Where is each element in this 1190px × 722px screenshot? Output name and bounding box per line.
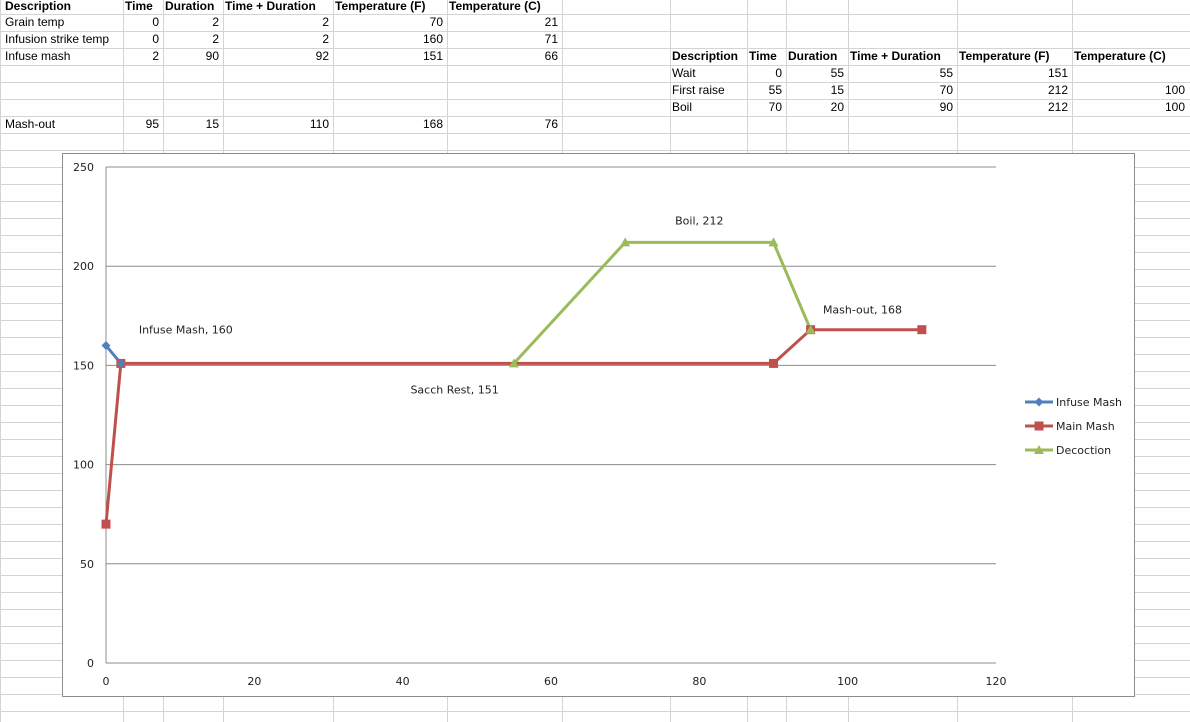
table1-cell[interactable]: Infusion strike temp [5,32,110,46]
data-point-decoction[interactable] [768,237,779,247]
x-tick-label: 100 [837,675,858,688]
y-tick-label: 250 [73,161,94,174]
table1-cell[interactable]: 92 [315,49,329,63]
table2-cell[interactable]: 212 [1047,100,1068,114]
table1-mashout-cell[interactable]: Mash-out [5,117,56,131]
table2-cell[interactable]: Boil [672,100,693,114]
table2-header-cell[interactable]: Temperature (F) [959,49,1050,63]
chart-plot: 0 50 100 150 200 250 0 20 40 60 80 100 120 Infuse Mas… [73,161,1122,688]
table2-cell[interactable]: 55 [939,66,953,80]
table1-mashout-cell[interactable]: 76 [544,117,558,131]
table1-cell[interactable]: 2 [212,15,219,29]
data-point-decoction[interactable] [805,324,816,334]
table2-cell[interactable]: 55 [768,83,782,97]
y-tick-label: 200 [73,260,94,273]
table2-cell[interactable]: 55 [830,66,844,80]
y-tick-label: 0 [87,657,94,670]
table1-cell[interactable]: 2 [212,32,219,46]
legend-marker[interactable] [1034,421,1044,431]
y-tick-label: 100 [73,459,94,472]
table1-header-cell[interactable]: Description [5,0,72,13]
table1-cell[interactable]: Grain temp [5,15,65,29]
table1-cell[interactable]: 21 [544,15,558,29]
table2-cell[interactable]: 70 [939,83,953,97]
table1-header-cell[interactable]: Temperature (C) [449,0,541,13]
legend-marker[interactable] [1034,445,1044,454]
chart-legend[interactable]: Infuse Mash Main Mash Decoction [1025,396,1122,457]
data-point-decoction[interactable] [620,237,631,247]
x-tick-label: 120 [986,675,1007,688]
table2-cell[interactable]: 20 [830,100,844,114]
data-point-infuse-mash[interactable] [101,341,111,351]
table1-header-cell[interactable]: Temperature (F) [335,0,426,13]
table2-cell[interactable]: 100 [1164,100,1185,114]
x-tick-label: 80 [692,675,706,688]
table2-cell[interactable] [1072,65,1185,82]
table1-cell[interactable]: 0 [152,32,159,46]
data-label: Sacch Rest, 151 [410,383,498,396]
table1-mashout-cell[interactable]: 168 [422,117,443,131]
table2-header-cell[interactable]: Description [672,49,739,63]
table1-header-cell[interactable]: Time [125,0,153,13]
table2-cell[interactable]: 212 [1047,83,1068,97]
table1-header-cell[interactable]: Time + Duration [225,0,316,13]
table1-cell[interactable]: 2 [322,32,329,46]
table2-cell[interactable]: 90 [939,100,953,114]
legend-label: Infuse Mash [1056,396,1122,409]
table2-header-cell[interactable]: Time [749,49,777,63]
table1-cell[interactable]: 71 [544,32,558,46]
table1-cell[interactable]: 0 [152,15,159,29]
table2-cell[interactable]: First raise [672,83,725,97]
table1-mashout-cell[interactable]: 110 [309,117,329,131]
table1-cell[interactable]: 66 [544,49,558,63]
table1-cell[interactable]: 2 [152,49,159,63]
legend-label: Main Mash [1056,420,1115,433]
table1-mashout-cell[interactable]: 95 [145,117,159,131]
temperature-chart[interactable]: 0 50 100 150 200 250 0 20 40 60 80 100 120 Infuse Mas… [62,153,1135,697]
legend-label: Decoction [1056,444,1111,457]
data-point-main-mash[interactable] [769,358,778,368]
table2-cell[interactable]: 100 [1164,83,1185,97]
data-point-main-mash[interactable] [917,325,927,335]
table1-cell[interactable]: 2 [322,15,329,29]
table2-header-cell[interactable]: Duration [788,49,838,63]
table1-cell[interactable]: 151 [422,49,443,63]
x-tick-label: 60 [544,675,558,688]
table2-cell[interactable]: 15 [830,83,844,97]
table1-mashout-cell[interactable]: 15 [205,117,219,131]
table1-cell[interactable]: 70 [429,15,443,29]
table1-cell[interactable]: 160 [422,32,443,46]
table2-header-cell[interactable]: Time + Duration [850,49,941,63]
table1-header-cell[interactable]: Duration [165,0,215,13]
table2-cell[interactable]: 0 [775,66,782,80]
data-label: Infuse Mash, 160 [139,324,233,337]
data-label: Boil, 212 [675,214,723,227]
table2-cell[interactable]: 151 [1047,66,1068,80]
x-tick-label: 20 [247,675,261,688]
table1-cell[interactable]: Infuse mash [5,49,71,63]
data-point-infuse-mash[interactable] [116,358,126,368]
series-line-decoction[interactable] [512,240,812,365]
legend-marker[interactable] [1034,397,1044,407]
table2-cell[interactable]: Wait [672,66,696,80]
table1-cell[interactable]: 90 [205,49,219,63]
x-tick-label: 40 [396,675,410,688]
x-tick-label: 0 [103,675,110,688]
y-tick-label: 50 [80,558,94,571]
data-label: Mash-out, 168 [823,304,902,317]
data-point-decoction[interactable] [508,358,519,368]
table2-header-cell[interactable]: Temperature (C) [1074,49,1166,63]
table2-cell[interactable]: 70 [768,100,782,114]
data-point-main-mash[interactable] [101,519,111,529]
y-tick-label: 150 [73,359,94,372]
